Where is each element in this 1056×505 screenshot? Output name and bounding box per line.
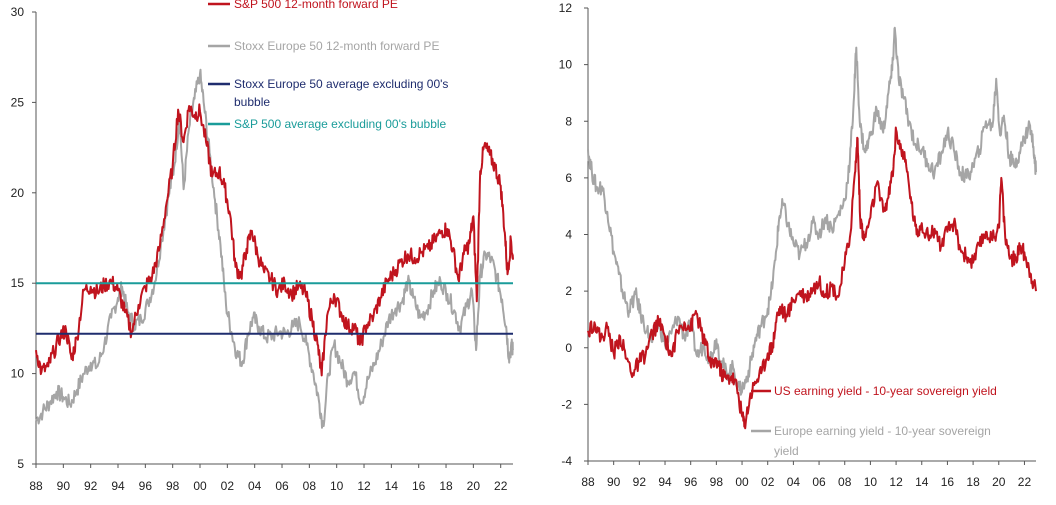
- legend-label: S&P 500 average excluding 00's bubble: [234, 117, 447, 131]
- y-tick-label: 2: [565, 284, 572, 298]
- chart-1: 30 25 20 15 10 5 88 90 92 94 96 98 00 02 04 06 08 10 12 14 1…: [11, 0, 514, 493]
- y-tick-label: 20: [11, 186, 25, 200]
- x-tick-label: 22: [494, 479, 508, 493]
- x-tick-label: 96: [139, 479, 153, 493]
- x-tick-label: 08: [303, 479, 317, 493]
- x-tick-label: 88: [29, 479, 43, 493]
- x-tick-label: 02: [761, 475, 775, 489]
- x-tick-label: 04: [787, 475, 801, 489]
- x-tick-label: 06: [812, 475, 826, 489]
- y-tick-label: 0: [565, 341, 572, 355]
- y-tick-label: 4: [565, 228, 572, 242]
- x-tick-label: 92: [84, 479, 98, 493]
- x-tick-label: 04: [248, 479, 262, 493]
- x-tick-label: 90: [607, 475, 621, 489]
- x-tick-label: 06: [275, 479, 289, 493]
- x-tick-label: 18: [966, 475, 980, 489]
- x-tick-label: 92: [633, 475, 647, 489]
- x-tick-label: 94: [111, 479, 125, 493]
- x-tick-label: 14: [915, 475, 929, 489]
- legend-label: US earning yield - 10-year sovereign yie…: [774, 384, 997, 398]
- x-tick-label: 20: [467, 479, 481, 493]
- y-tick-label: 12: [559, 1, 573, 15]
- x-tick-label: 98: [710, 475, 724, 489]
- legend: S&P 500 12-month forward PE Stoxx Europe …: [208, 0, 448, 131]
- legend-label: Stoxx Europe 50 average excluding 00's: [234, 77, 448, 91]
- y-tick-label: 30: [11, 5, 25, 19]
- y-tick-label: -4: [561, 454, 572, 468]
- series-line: [587, 126, 1037, 430]
- x-tick-label: 10: [330, 479, 344, 493]
- x-tick-label: 08: [838, 475, 852, 489]
- y-tick-label: 8: [565, 114, 572, 128]
- legend-label: Stoxx Europe 50 12-month forward PE: [234, 39, 439, 53]
- y-tick-label: 10: [559, 58, 573, 72]
- legend: US earning yield - 10-year sovereign yie…: [751, 384, 997, 458]
- x-tick-label: 16: [941, 475, 955, 489]
- x-tick-label: 02: [221, 479, 235, 493]
- x-tick-label: 00: [735, 475, 749, 489]
- x-tick-label: 20: [992, 475, 1006, 489]
- y-tick-label: 15: [11, 276, 25, 290]
- x-tick-label: 88: [581, 475, 595, 489]
- series-line: [35, 68, 514, 429]
- x-tick-label: 12: [357, 479, 371, 493]
- x-tick-label: 00: [193, 479, 207, 493]
- x-tick-label: 14: [385, 479, 399, 493]
- x-tick-label: 10: [864, 475, 878, 489]
- y-tick-label: 10: [11, 367, 25, 381]
- legend-label-cont: bubble: [234, 95, 270, 109]
- y-tick-label: 5: [17, 457, 24, 471]
- series-line: [587, 26, 1037, 396]
- x-tick-label: 98: [166, 479, 180, 493]
- y-tick-label: 6: [565, 171, 572, 185]
- legend-label-cont: yield: [774, 444, 799, 458]
- y-tick-label: 25: [11, 95, 25, 109]
- x-tick-label: 94: [658, 475, 672, 489]
- x-tick-label: 12: [889, 475, 903, 489]
- legend-label: S&P 500 12-month forward PE: [234, 0, 398, 11]
- x-tick-label: 16: [412, 479, 426, 493]
- legend-label: Europe earning yield - 10-year sovereign: [774, 424, 991, 438]
- x-tick-label: 18: [439, 479, 453, 493]
- x-tick-label: 22: [1018, 475, 1032, 489]
- x-tick-label: 96: [684, 475, 698, 489]
- y-tick-label: -2: [561, 397, 572, 411]
- x-tick-label: 90: [57, 479, 71, 493]
